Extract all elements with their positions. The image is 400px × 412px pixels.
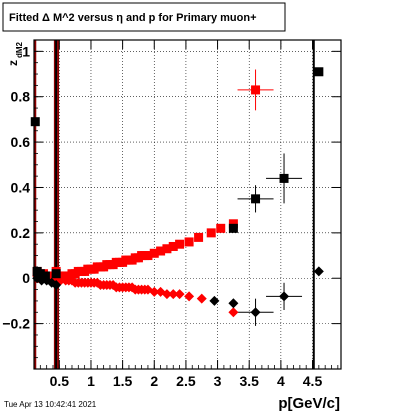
x-tick-label: 3.5 — [239, 373, 259, 389]
y-tick-label: 0 — [22, 270, 30, 286]
data-point-square — [40, 271, 50, 281]
y-tick-label: 0.6 — [11, 134, 31, 150]
y-tick-label: 0.4 — [11, 179, 31, 195]
data-point-square — [51, 269, 61, 279]
data-point-diamond — [196, 293, 207, 304]
data-point-diamond — [174, 289, 185, 300]
data-point-square — [228, 223, 238, 233]
y-tick-label: −0.2 — [2, 316, 30, 332]
data-point-square — [168, 241, 178, 251]
title-box-frame — [2, 2, 286, 32]
data-point-square — [216, 223, 226, 233]
data-point-diamond — [313, 266, 324, 277]
data-point-diamond — [161, 289, 172, 300]
x-tick-label: 3 — [214, 373, 222, 389]
data-point-diamond — [228, 298, 239, 309]
data-point-diamond — [149, 286, 160, 297]
timestamp: Tue Apr 13 10:42:41 2021 — [4, 400, 97, 409]
plot-frame — [33, 39, 342, 370]
data-point-square — [149, 248, 159, 258]
x-tick-label: 1 — [87, 373, 95, 389]
y-tick-label: 0.8 — [11, 89, 31, 105]
grid — [34, 40, 341, 369]
data-point-square — [228, 219, 238, 229]
x-axis-title: p[GeV/c] — [278, 395, 340, 412]
data-point-diamond — [184, 291, 195, 302]
y-axis-title: z dM2 — [6, 41, 24, 66]
data-point-square — [251, 194, 261, 204]
x-tick-label: 0.5 — [50, 373, 70, 389]
data-point-diamond — [279, 291, 290, 302]
axis-ticks — [33, 39, 341, 370]
y-axis-title-main: z — [6, 60, 20, 66]
chart-title: Fitted Δ M^2 versus η and p for Primary … — [9, 12, 257, 24]
x-tick-label: 2 — [150, 373, 158, 389]
data-point-square — [314, 67, 324, 77]
x-tick-label: 1.5 — [113, 373, 133, 389]
y-tick-label: 0.2 — [11, 225, 31, 241]
y-tick-label: 1 — [22, 43, 30, 59]
data-point-square — [194, 232, 204, 242]
title-box: Fitted Δ M^2 versus η and p for Primary … — [2, 2, 286, 32]
vertical-lines — [34, 40, 315, 369]
y-axis-title-sub: dM2 — [15, 41, 24, 58]
x-tick-label: 4 — [277, 373, 285, 389]
data-point-square — [30, 117, 40, 127]
error-bars — [237, 69, 303, 326]
x-tick-label: 4.5 — [303, 373, 323, 389]
data-point-diamond — [250, 307, 261, 318]
data-point-square — [251, 85, 261, 95]
data-point-diamond — [51, 280, 62, 291]
data-point-diamond — [168, 289, 179, 300]
x-tick-label: 2.5 — [176, 373, 196, 389]
data-point-square — [156, 246, 166, 256]
data-point-square — [143, 251, 153, 261]
data-point-square — [162, 244, 172, 254]
data-point-square — [184, 237, 194, 247]
data-point-diamond — [228, 307, 239, 318]
data-point-diamond — [209, 295, 220, 306]
data-point-square — [206, 228, 216, 238]
data-points — [30, 67, 324, 318]
tick-labels: 0.5 1 1.5 2 2.5 3 3.5 4 4.5 −0.2 0 0.2 0.4 0.6 0.8 1 — [2, 43, 322, 389]
data-point-square — [35, 269, 45, 279]
data-point-square — [279, 173, 289, 183]
data-point-square — [175, 239, 185, 249]
